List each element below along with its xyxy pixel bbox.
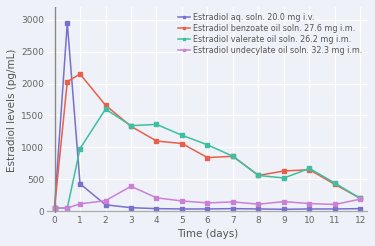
Estradiol aq. soln. 20.0 mg i.v. <box>52 207 57 210</box>
Estradiol benzoate oil soln. 27.6 mg i.m. <box>307 168 312 171</box>
Estradiol undecylate oil soln. 32.3 mg i.m. <box>231 200 235 203</box>
Estradiol benzoate oil soln. 27.6 mg i.m. <box>333 183 337 186</box>
X-axis label: Time (days): Time (days) <box>177 229 238 239</box>
Estradiol benzoate oil soln. 27.6 mg i.m. <box>231 155 235 158</box>
Estradiol benzoate oil soln. 27.6 mg i.m. <box>78 73 82 76</box>
Estradiol valerate oil soln. 26.2 mg i.m. <box>129 124 133 127</box>
Estradiol undecylate oil soln. 32.3 mg i.m. <box>358 198 363 200</box>
Estradiol aq. soln. 20.0 mg i.v. <box>231 207 235 210</box>
Estradiol valerate oil soln. 26.2 mg i.m. <box>307 167 312 170</box>
Estradiol undecylate oil soln. 32.3 mg i.m. <box>180 200 184 202</box>
Estradiol benzoate oil soln. 27.6 mg i.m. <box>205 156 210 159</box>
Estradiol aq. soln. 20.0 mg i.v. <box>103 203 108 206</box>
Estradiol undecylate oil soln. 32.3 mg i.m. <box>154 196 159 199</box>
Line: Estradiol undecylate oil soln. 32.3 mg i.m.: Estradiol undecylate oil soln. 32.3 mg i… <box>53 184 362 210</box>
Estradiol valerate oil soln. 26.2 mg i.m. <box>358 197 363 200</box>
Estradiol valerate oil soln. 26.2 mg i.m. <box>65 207 69 210</box>
Estradiol undecylate oil soln. 32.3 mg i.m. <box>65 207 69 210</box>
Estradiol valerate oil soln. 26.2 mg i.m. <box>52 207 57 210</box>
Estradiol undecylate oil soln. 32.3 mg i.m. <box>129 185 133 188</box>
Estradiol valerate oil soln. 26.2 mg i.m. <box>78 147 82 150</box>
Estradiol valerate oil soln. 26.2 mg i.m. <box>256 174 261 177</box>
Estradiol aq. soln. 20.0 mg i.v. <box>358 207 363 210</box>
Estradiol aq. soln. 20.0 mg i.v. <box>129 206 133 209</box>
Estradiol benzoate oil soln. 27.6 mg i.m. <box>52 207 57 210</box>
Estradiol undecylate oil soln. 32.3 mg i.m. <box>52 207 57 210</box>
Y-axis label: Estradiol levels (pg/mL): Estradiol levels (pg/mL) <box>7 48 17 172</box>
Estradiol undecylate oil soln. 32.3 mg i.m. <box>282 200 286 203</box>
Legend: Estradiol aq. soln. 20.0 mg i.v., Estradiol benzoate oil soln. 27.6 mg i.m., Est: Estradiol aq. soln. 20.0 mg i.v., Estrad… <box>176 11 364 56</box>
Estradiol undecylate oil soln. 32.3 mg i.m. <box>103 199 108 202</box>
Estradiol undecylate oil soln. 32.3 mg i.m. <box>333 203 337 206</box>
Estradiol valerate oil soln. 26.2 mg i.m. <box>282 177 286 180</box>
Estradiol aq. soln. 20.0 mg i.v. <box>78 182 82 185</box>
Estradiol benzoate oil soln. 27.6 mg i.m. <box>282 169 286 172</box>
Estradiol benzoate oil soln. 27.6 mg i.m. <box>180 142 184 145</box>
Estradiol benzoate oil soln. 27.6 mg i.m. <box>65 80 69 83</box>
Estradiol valerate oil soln. 26.2 mg i.m. <box>154 123 159 126</box>
Estradiol aq. soln. 20.0 mg i.v. <box>333 207 337 210</box>
Estradiol benzoate oil soln. 27.6 mg i.m. <box>129 125 133 128</box>
Estradiol benzoate oil soln. 27.6 mg i.m. <box>256 174 261 177</box>
Estradiol undecylate oil soln. 32.3 mg i.m. <box>205 201 210 204</box>
Estradiol aq. soln. 20.0 mg i.v. <box>307 207 312 210</box>
Estradiol valerate oil soln. 26.2 mg i.m. <box>180 134 184 137</box>
Estradiol aq. soln. 20.0 mg i.v. <box>154 207 159 210</box>
Line: Estradiol benzoate oil soln. 27.6 mg i.m.: Estradiol benzoate oil soln. 27.6 mg i.m… <box>53 72 362 210</box>
Estradiol aq. soln. 20.0 mg i.v. <box>65 21 69 24</box>
Estradiol valerate oil soln. 26.2 mg i.m. <box>103 108 108 110</box>
Estradiol valerate oil soln. 26.2 mg i.m. <box>205 143 210 146</box>
Line: Estradiol aq. soln. 20.0 mg i.v.: Estradiol aq. soln. 20.0 mg i.v. <box>53 21 362 211</box>
Estradiol valerate oil soln. 26.2 mg i.m. <box>231 155 235 158</box>
Estradiol undecylate oil soln. 32.3 mg i.m. <box>307 202 312 205</box>
Estradiol benzoate oil soln. 27.6 mg i.m. <box>154 139 159 142</box>
Estradiol aq. soln. 20.0 mg i.v. <box>180 207 184 210</box>
Estradiol valerate oil soln. 26.2 mg i.m. <box>333 182 337 184</box>
Estradiol aq. soln. 20.0 mg i.v. <box>282 208 286 211</box>
Estradiol undecylate oil soln. 32.3 mg i.m. <box>256 203 261 206</box>
Estradiol undecylate oil soln. 32.3 mg i.m. <box>78 202 82 205</box>
Estradiol aq. soln. 20.0 mg i.v. <box>205 207 210 210</box>
Estradiol benzoate oil soln. 27.6 mg i.m. <box>103 104 108 107</box>
Estradiol aq. soln. 20.0 mg i.v. <box>256 207 261 210</box>
Line: Estradiol valerate oil soln. 26.2 mg i.m.: Estradiol valerate oil soln. 26.2 mg i.m… <box>53 107 362 210</box>
Estradiol benzoate oil soln. 27.6 mg i.m. <box>358 197 363 200</box>
